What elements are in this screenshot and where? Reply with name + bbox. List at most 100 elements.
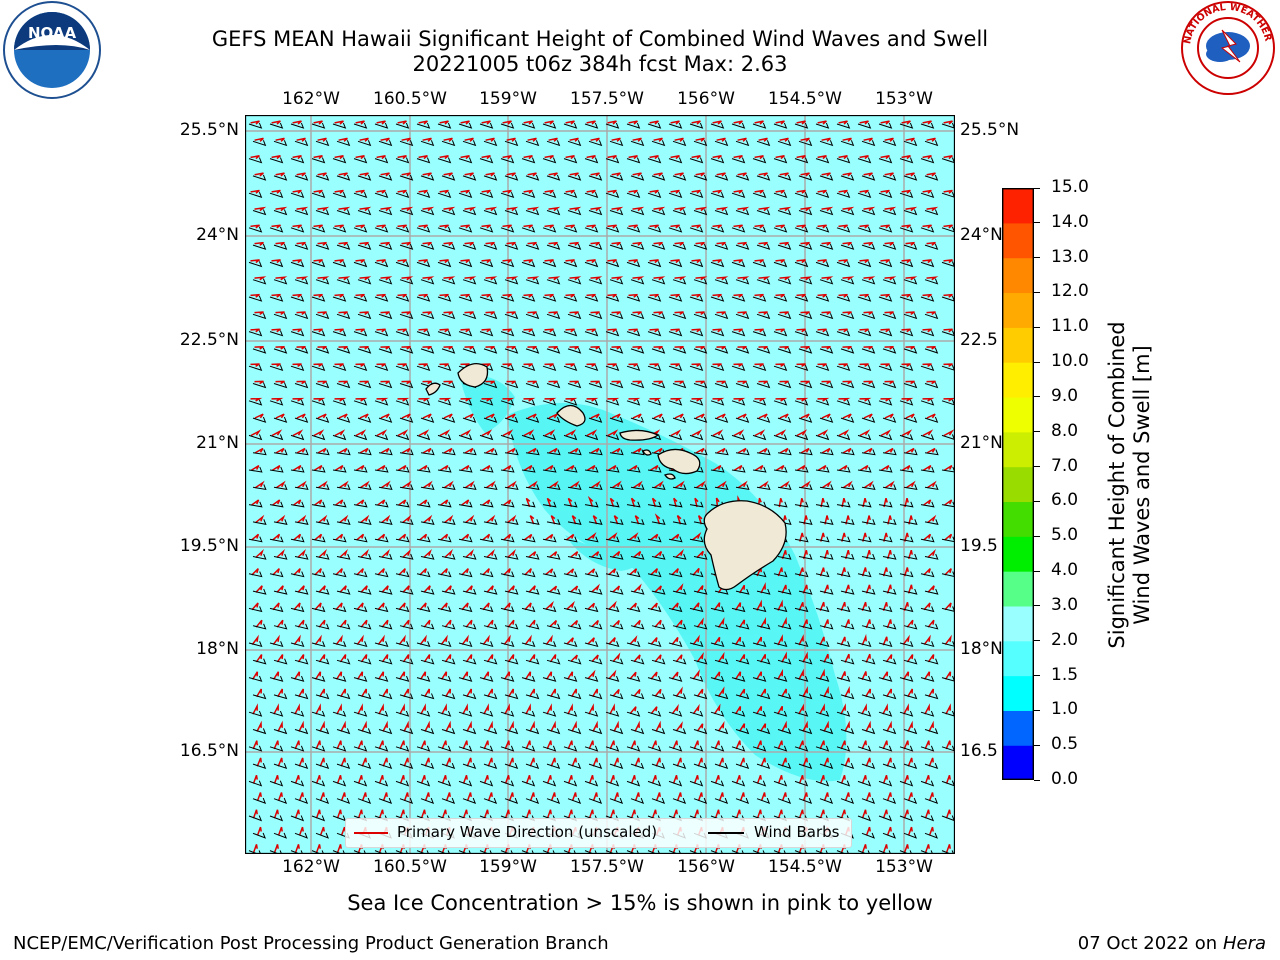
colorbar-tick-label: 1.5 [1051,664,1079,685]
wave-direction-arrow [529,792,535,802]
colorbar-segment [1002,431,1034,468]
wave-direction-arrow [907,792,913,802]
wave-direction-arrow [319,720,325,732]
wind-barb [567,588,582,595]
wave-direction-arrow [317,241,327,246]
wave-direction-arrow [570,551,579,558]
wave-direction-arrow [590,241,600,246]
wave-direction-arrow [482,568,490,576]
colorbar-tick-mark [1034,500,1040,502]
wave-direction-arrow [423,549,432,559]
wind-barb [437,226,452,233]
wave-direction-arrow [466,720,472,732]
wind-barb [525,347,540,354]
wave-direction-arrow [649,224,659,229]
wind-barb [609,174,624,181]
wave-direction-arrow [254,311,264,316]
wind-barb [353,192,368,199]
wind-barb [479,745,494,752]
wind-barb [836,466,851,473]
wave-direction-arrow [276,654,284,663]
wave-direction-arrow [817,464,827,472]
wind-barb [378,797,393,804]
wind-barb [924,763,939,770]
wind-barb [399,728,414,735]
wind-barb [672,278,687,285]
wave-direction-arrow [904,532,909,542]
wind-barb [777,658,792,665]
wind-barb [689,501,704,508]
wind-barb [542,226,557,233]
wave-direction-arrow [420,703,426,715]
wind-barb [315,797,330,804]
wave-direction-arrow [587,669,596,680]
wind-barb [903,519,918,525]
wave-direction-arrow [464,137,474,142]
wind-barb [374,365,389,372]
wave-direction-arrow [609,774,615,784]
wind-barb [668,675,683,682]
wave-direction-arrow [781,757,787,767]
colorbar-tick-label: 0.5 [1051,734,1079,755]
wave-direction-arrow [695,276,708,281]
wind-barb [479,226,494,233]
wind-barb [794,466,809,473]
wave-direction-arrow [674,311,684,316]
wind-barb [840,658,855,665]
wind-barb [924,797,939,804]
wind-barb [269,745,284,752]
wind-barb [840,797,855,804]
wave-direction-arrow [844,757,850,767]
wave-direction-arrow [926,172,936,177]
wind-barb [395,571,410,578]
wind-barb [378,658,393,665]
wind-barb [332,157,347,164]
wind-barb [546,658,561,665]
wind-barb [353,365,368,372]
wave-direction-arrow [886,792,892,802]
wind-barb [462,623,477,630]
wave-direction-arrow [733,259,743,264]
wind-barb [332,466,347,473]
wind-barb [395,330,410,337]
wind-barb [668,122,683,129]
wind-barb [269,536,284,543]
wind-barb [756,484,771,491]
wind-barb [504,588,519,595]
wave-direction-arrow [523,155,533,160]
colorbar-tick-mark [1034,779,1040,781]
wind-barb [437,745,452,752]
wave-direction-arrow [355,328,365,333]
wave-direction-arrow [906,654,914,663]
wind-barb [269,780,284,787]
wave-direction-arrow [424,720,430,732]
wind-barb [815,850,829,854]
wind-barb [605,571,620,578]
wind-barb [462,313,477,320]
wave-direction-arrow [502,397,515,402]
wind-barb [315,347,330,354]
wave-direction-arrow [841,532,846,542]
wave-direction-arrow [424,792,430,802]
wave-direction-arrow [380,137,390,142]
wind-barb [693,728,708,735]
wave-direction-arrow [758,172,768,177]
wind-barb [647,157,662,164]
wind-barb [840,728,855,735]
wave-direction-arrow [486,549,495,559]
wave-direction-arrow [612,585,621,593]
maui-island [657,448,701,475]
wind-barb [290,434,305,441]
wave-direction-arrow [691,328,701,333]
wind-barb [563,641,578,648]
wind-barb [290,122,305,129]
wave-direction-arrow [945,844,951,854]
wind-barb [647,501,662,508]
wind-barb [567,693,582,700]
wind-barb [521,745,536,752]
wind-barb [731,226,746,233]
wind-barb [903,588,918,595]
wind-barb [861,174,876,181]
wind-barb [336,797,351,804]
wind-barb [899,850,913,854]
